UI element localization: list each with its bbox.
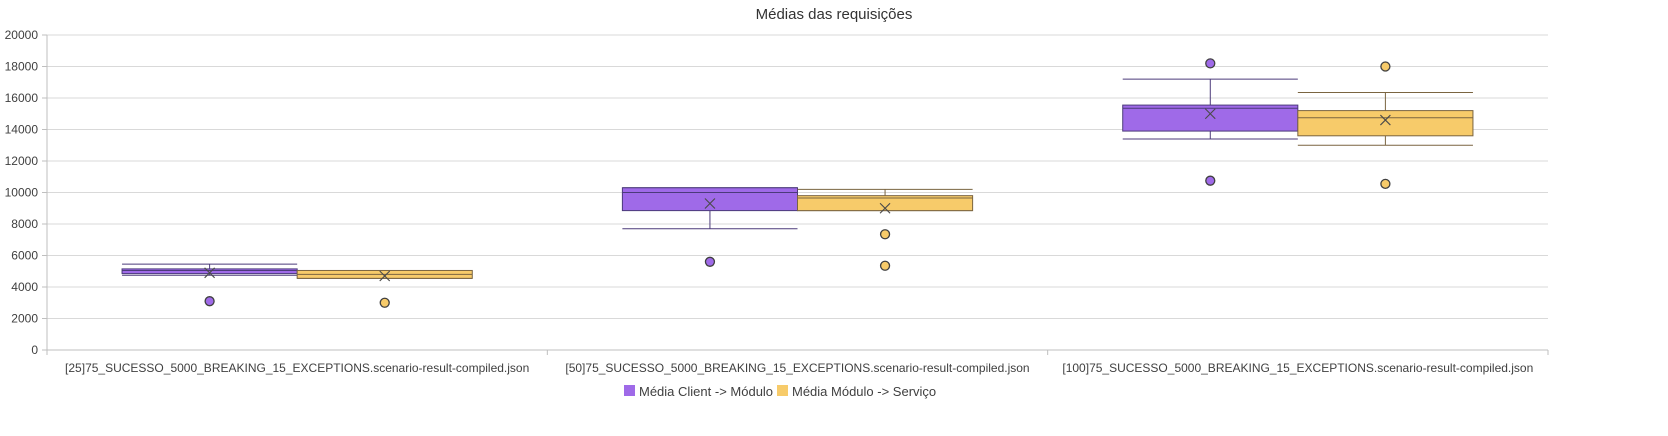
outlier-point[interactable] [1205,58,1216,69]
x-category-label: [25]75_SUCESSO_5000_BREAKING_15_EXCEPTIO… [65,361,529,375]
x-category-label: [100]75_SUCESSO_5000_BREAKING_15_EXCEPTI… [1062,361,1533,375]
boxes [121,58,1474,308]
outlier-point[interactable] [879,260,891,271]
box-body [621,187,799,212]
legend-swatch-client-modulo [624,385,635,396]
box-modulo-servico[interactable] [797,188,974,271]
y-tick-label: 12000 [5,154,39,168]
box-client-modulo[interactable] [1122,58,1299,186]
axes [42,34,1549,355]
y-tick-label: 2000 [11,312,38,326]
legend-label-modulo-servico[interactable]: Média Módulo -> Serviço [792,384,936,399]
mean-marker [379,270,391,282]
box-modulo-servico[interactable] [296,269,473,308]
y-tick-label: 16000 [5,91,39,105]
mean-marker [1380,114,1391,126]
box-client-modulo[interactable] [121,263,298,307]
box-client-modulo[interactable] [621,187,799,267]
legend-label-client-modulo[interactable]: Média Client -> Módulo [639,384,773,399]
box-modulo-servico[interactable] [1297,61,1474,189]
y-tick-label: 18000 [5,60,39,74]
y-tick-label: 8000 [11,217,38,231]
mean-marker [1204,108,1216,120]
mean-marker [204,267,215,279]
box-body [797,195,974,212]
outlier-point[interactable] [704,256,716,267]
outlier-point[interactable] [379,297,390,308]
legend-swatch-modulo-servico [777,385,788,396]
y-tick-label: 14000 [5,123,39,137]
gridlines [47,34,1548,319]
y-tick-label: 10000 [5,186,39,200]
axis-labels: 0 2000 4000 6000 8000 10000 12000 14000 16000 180… [5,28,1534,375]
y-tick-label: 4000 [11,280,38,294]
y-tick-label: 6000 [11,249,38,263]
outlier-point[interactable] [204,296,215,307]
x-category-label: [50]75_SUCESSO_5000_BREAKING_15_EXCEPTIO… [565,361,1029,375]
box-body [1297,110,1474,137]
mean-marker [704,198,716,209]
outlier-point[interactable] [1205,175,1216,186]
outlier-point[interactable] [1380,61,1391,72]
mean-marker [879,202,891,214]
box-body [1122,104,1299,132]
chart-title: Médias das requisições [756,6,913,23]
legend: Média Client -> Módulo Média Módulo -> S… [624,384,936,399]
outlier-point[interactable] [1380,178,1391,189]
y-tick-label: 0 [31,343,38,357]
y-tick-label: 20000 [5,28,39,42]
outlier-point[interactable] [879,229,891,240]
